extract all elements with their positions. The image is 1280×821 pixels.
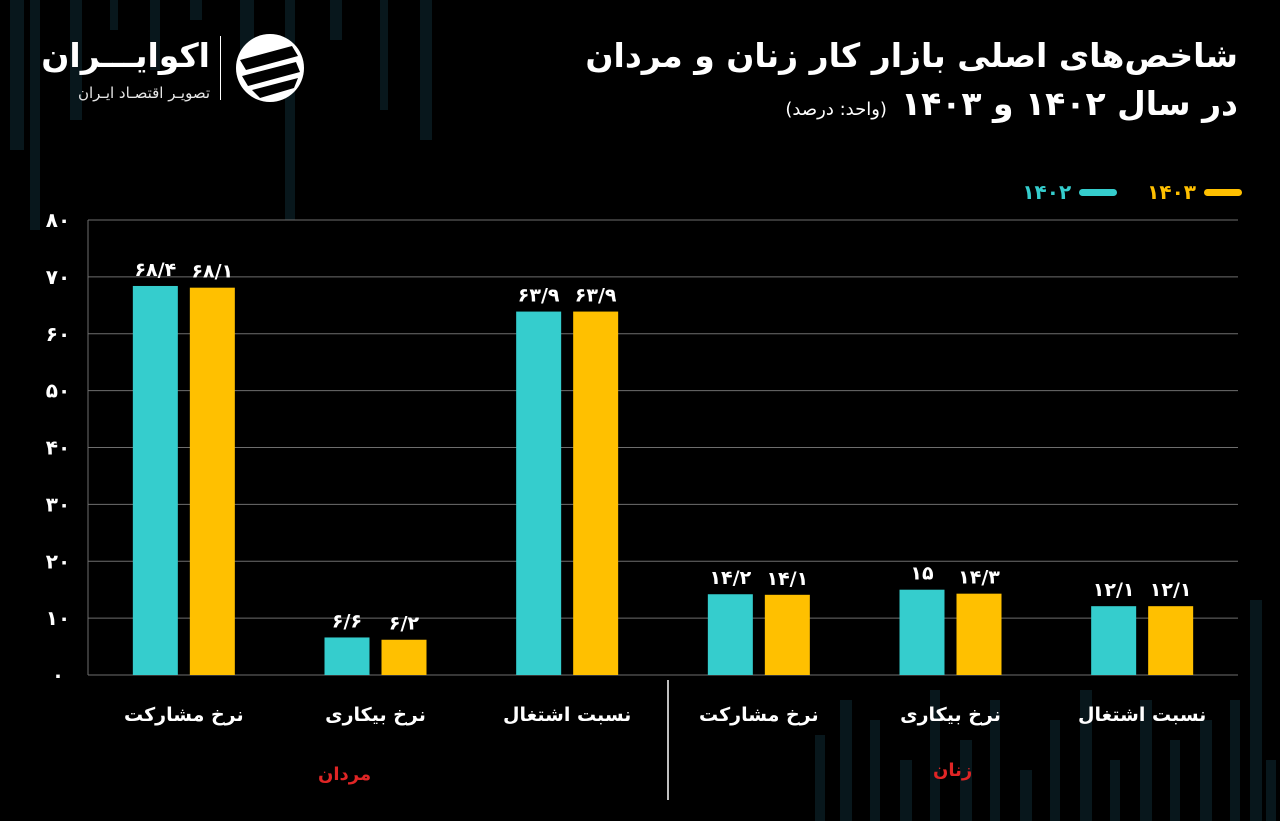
legend-swatch-1402 (1079, 188, 1118, 196)
bar-1403 (189, 287, 235, 675)
x-category-label: نرخ بیکاری (325, 704, 426, 726)
bar-1403 (573, 311, 619, 675)
brand-logo: اکوایـــران تصویـر اقتصـاد ایـران (41, 30, 310, 110)
bar-1402 (899, 589, 945, 675)
x-category-label: نسبت اشتغال (503, 704, 631, 726)
bar-value-label: ۱۲/۱ (1150, 579, 1192, 601)
legend-label-1403: ۱۴۰۳ (1147, 180, 1196, 204)
background-decor-bar (150, 0, 160, 70)
brand-name: اکوایـــران (41, 36, 210, 75)
bar-value-label: ۶/۲ (389, 613, 420, 635)
bar-1402 (516, 311, 562, 675)
bar-value-label: ۱۲/۱ (1093, 579, 1135, 601)
bar-1402 (707, 594, 753, 675)
background-decor-bar (10, 0, 24, 150)
legend-swatch-1403 (1204, 188, 1242, 196)
chart-title-line-2: در سال ۱۴۰۲ و ۱۴۰۳ (واحد: درصد) (538, 84, 1238, 123)
bar-1403 (1148, 606, 1194, 675)
x-category-label: نسبت اشتغال (1078, 704, 1206, 726)
background-decor-bar (990, 700, 1000, 821)
chart-title-line-1: شاخص‌های اصلی بازار کار زنان و مردان (585, 36, 1238, 75)
y-tick-label: ۳۰ (46, 492, 70, 516)
background-decor-bar (1266, 760, 1276, 821)
bar-1402 (1091, 606, 1137, 675)
background-decor-bar (1110, 760, 1120, 821)
background-decor-bar (840, 700, 852, 821)
bar-value-label: ۱۴/۱ (766, 568, 808, 590)
y-tick-label: ۸۰ (46, 208, 70, 232)
bar-value-label: ۶۸/۱ (191, 261, 233, 283)
background-decor-bar (1250, 600, 1262, 821)
y-tick-label: ۶۰ (46, 322, 70, 346)
bar-value-label: ۶۳/۹ (518, 285, 560, 307)
logo-divider (220, 36, 221, 100)
brand-tagline: تصویـر اقتصـاد ایـران (77, 84, 210, 102)
x-category-label: نرخ بیکاری (900, 704, 1001, 726)
background-decor-bar (1020, 770, 1032, 821)
group-label-men: مردان (318, 764, 372, 785)
bar-value-label: ۱۴/۳ (958, 567, 1000, 589)
legend-item-1403: ۱۴۰۳ (1147, 180, 1242, 204)
y-tick-label: ۱۰ (46, 606, 70, 630)
bar-value-label: ۶۸/۴ (134, 259, 176, 281)
background-decor-bar (960, 740, 972, 821)
chart-legend: ۱۴۰۳ ۱۴۰۲ (1022, 180, 1242, 204)
bar-value-label: ۱۴/۲ (709, 567, 751, 589)
y-tick-label: ۲۰ (46, 549, 70, 573)
background-decor-bar (1080, 690, 1092, 821)
bar-1403 (956, 593, 1002, 675)
legend-label-1402: ۱۴۰۲ (1022, 180, 1072, 204)
background-decor-bar (1050, 720, 1060, 821)
background-decor-bar (30, 0, 40, 230)
background-decor-bar (900, 760, 912, 821)
background-decor-bar (380, 0, 388, 110)
background-decor-bar (330, 0, 342, 40)
background-decor-bar (110, 0, 118, 30)
background-decor-bar (420, 0, 432, 140)
background-decor-bar (870, 720, 880, 821)
background-decor-bar (1230, 700, 1240, 821)
group-label-women: زنان (933, 760, 973, 781)
chart-unit: (واحد: درصد) (785, 99, 887, 120)
x-category-label: نرخ مشارکت (699, 704, 819, 726)
background-decor-bar (285, 0, 295, 220)
x-category-label: نرخ مشارکت (124, 704, 244, 726)
chart-title-years: در سال ۱۴۰۲ و ۱۴۰۳ (900, 84, 1238, 123)
y-tick-label: ۵۰ (46, 379, 70, 403)
background-decor-bar (815, 735, 825, 821)
bar-value-label: ۱۵ (910, 563, 934, 585)
legend-item-1402: ۱۴۰۲ (1022, 180, 1118, 204)
y-tick-label: ۰ (52, 663, 64, 687)
bar-value-label: ۶/۶ (332, 610, 362, 632)
background-decor-bar (70, 0, 82, 120)
background-decor-bar (1140, 700, 1152, 821)
ecoiran-logo-icon (236, 34, 304, 102)
y-tick-label: ۷۰ (46, 265, 70, 289)
bar-1402 (324, 637, 370, 675)
y-tick-label: ۴۰ (46, 436, 70, 460)
bar-1403 (764, 594, 810, 675)
background-decor-bar (930, 690, 940, 821)
bar-1403 (381, 639, 427, 675)
background-decor-bar (190, 0, 202, 20)
bar-value-label: ۶۳/۹ (575, 285, 617, 307)
background-decor-bar (1200, 720, 1212, 821)
background-decor-bar (1170, 740, 1180, 821)
bar-1402 (132, 285, 178, 675)
